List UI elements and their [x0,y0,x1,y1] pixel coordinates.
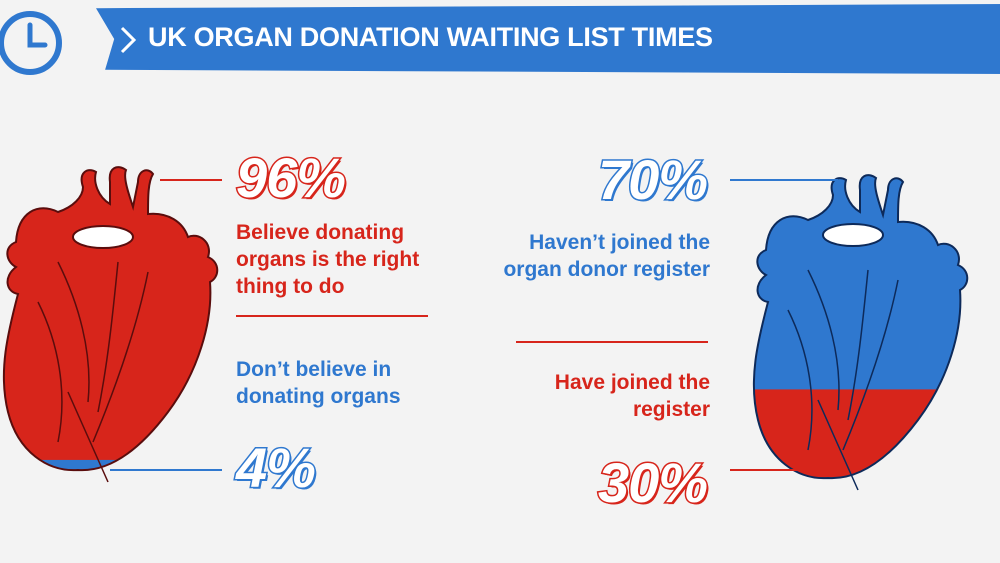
divider-left [236,315,428,317]
stat-joined-percent: 30% [596,451,709,514]
stat-believe-label: Believe donating organs is the right thi… [236,221,420,298]
pointer-line-dont-believe [110,469,222,471]
stat-dont-believe-label: Don’t believe in donating organs [236,358,401,408]
heart-fill-believe [3,167,218,471]
stat-dont-believe-percent: 4% [235,436,318,499]
pointer-line-joined [730,469,842,471]
heart-icon-left [2,166,219,483]
divider-right [516,341,708,343]
title-banner [96,4,1000,74]
stat-believe-percent: 96% [234,146,347,209]
chevron-right-icon [120,26,137,54]
pointer-line-believe [160,179,222,181]
heart-fill-joined [753,389,968,479]
heart-icon-right [752,174,969,491]
stat-not-joined-label: Haven’t joined the organ donor register [503,231,710,281]
clock-icon [0,11,62,75]
stat-joined-label: Have joined the register [554,371,710,421]
pointer-line-not-joined [730,179,838,181]
page-title: UK ORGAN DONATION WAITING LIST TIMES [148,22,713,52]
stat-not-joined-percent: 70% [596,148,709,211]
